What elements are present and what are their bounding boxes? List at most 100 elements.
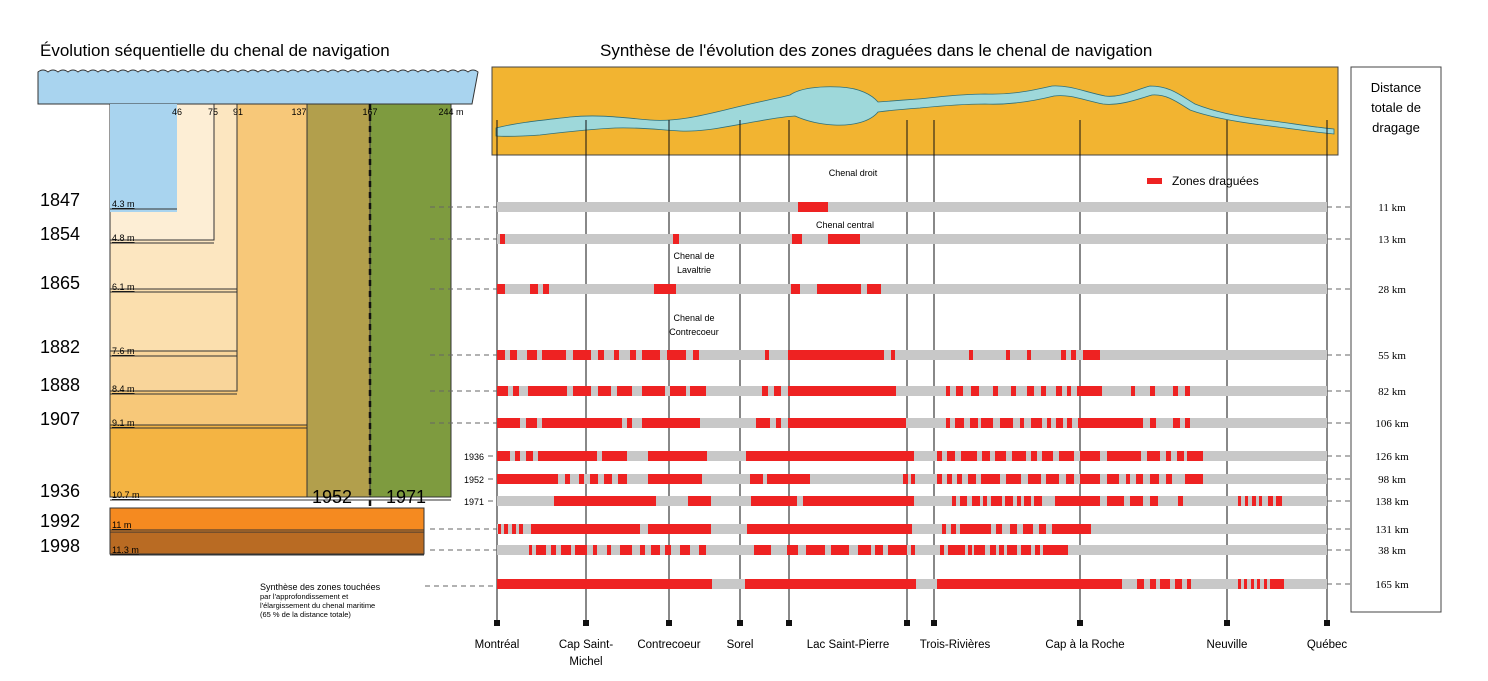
dredged-segment [751,496,797,506]
dredged-segment [798,202,828,212]
dredged-segment [526,451,533,461]
distance-value: 98 km [1378,474,1406,486]
dredged-segment [670,386,686,396]
year-label: 1888 [40,375,80,395]
dredged-segment [1020,418,1024,428]
distance-value: 138 km [1375,496,1409,508]
place-marker [1224,620,1230,626]
dredged-segment [1056,386,1062,396]
depth-boxes [109,103,452,555]
dredged-segment [497,451,510,461]
section-1998 [109,531,425,555]
dredging-row: 1971 138 km [464,496,1409,508]
place-marker [666,620,672,626]
dredged-segment [690,386,706,396]
dredged-segment [665,545,671,555]
dredged-segment [957,474,962,484]
dredged-segment [767,474,810,484]
place-label: Sorel [727,639,754,651]
distance-value: 131 km [1375,524,1409,536]
distance-header: Distance totale de dragage [1371,80,1422,135]
dredged-segment [1126,474,1130,484]
dredged-segment [1130,496,1143,506]
dredged-segment [1027,386,1034,396]
dredged-segment [746,451,914,461]
year-labels: 1847 4.3 m 1854 4.8 m 1865 6.1 m 1882 7.6 m 1888… [40,190,451,556]
dredged-segment [1046,474,1059,484]
year-label: 1854 [40,224,80,244]
dredged-segment [754,545,771,555]
dredged-segment [1010,524,1017,534]
dredged-segment [948,545,965,555]
dredged-segment [618,474,627,484]
channel-label: Chenal de [673,251,714,261]
dredged-segment [1187,451,1203,461]
channel-bar [497,284,1327,294]
dredged-segment [911,545,915,555]
dredged-segment [561,545,571,555]
dredged-segment [1150,418,1156,428]
dredged-segment [1147,451,1160,461]
depth-label: 4.3 m [112,199,135,209]
dredged-segment [1150,474,1159,484]
dredged-segment [590,474,598,484]
dredged-segment [911,474,915,484]
dredging-row: 1952 98 km [464,474,1406,486]
dredged-segment [510,350,517,360]
dredged-segment [937,474,942,484]
dredged-segment [500,234,505,244]
distance-value: 28 km [1378,284,1406,296]
dredged-segment [1067,418,1072,428]
distance-value: 13 km [1378,234,1406,246]
dredged-segment [1047,418,1051,428]
dredged-segment [529,545,532,555]
dredged-segment [990,545,996,555]
dredging-row: 165 km [497,579,1409,591]
place-marker [931,620,937,626]
dredged-segment [542,350,566,360]
dredged-segment [1078,418,1143,428]
dredged-segment [579,474,584,484]
dredged-segment [996,524,1002,534]
dredged-segment [875,545,883,555]
dredged-segment [688,496,711,506]
dredged-segment [536,545,546,555]
dredged-segment [1187,579,1191,589]
dredged-segment [565,474,570,484]
place-label: Cap à la Roche [1045,639,1124,651]
dredged-segment [1035,545,1040,555]
dredged-segment [1055,496,1100,506]
dredged-segment [1185,418,1190,428]
dredged-segment [1137,579,1144,589]
dredged-segment [1066,474,1074,484]
dredged-segment [937,451,942,461]
synthesis-caption-line: (65 % de la distance totale) [260,610,351,619]
depth-label: 9.1 m [112,418,135,428]
distance-header-line: dragage [1372,120,1420,135]
dredged-segment [1166,474,1172,484]
depth-label: 4.8 m [112,233,135,243]
distance-header-line: Distance [1371,80,1422,95]
dredged-segment [1268,496,1273,506]
dredged-segment [607,545,611,555]
place-marker [583,620,589,626]
distance-value: 126 km [1375,451,1409,463]
dredged-segment [952,496,956,506]
year-label: 1998 [40,536,80,556]
dredged-segment [774,386,781,396]
dredged-segment [1042,451,1053,461]
width-tick-label: 46 [172,107,182,117]
left-title: Évolution séquentielle du chenal de navi… [40,41,390,60]
place-marker [1324,620,1330,626]
dredged-segment [756,418,770,428]
dredged-segment [1007,545,1017,555]
dredged-segment [1005,496,1013,506]
dredged-segment [1056,418,1063,428]
dredging-row: 1936 126 km [464,451,1409,463]
dredging-row: 28 km [430,284,1406,296]
dredged-segment [762,386,768,396]
dredged-segment [940,545,944,555]
dredged-segment [1083,350,1100,360]
dredged-segment [1071,350,1076,360]
dredged-segment [1061,350,1066,360]
